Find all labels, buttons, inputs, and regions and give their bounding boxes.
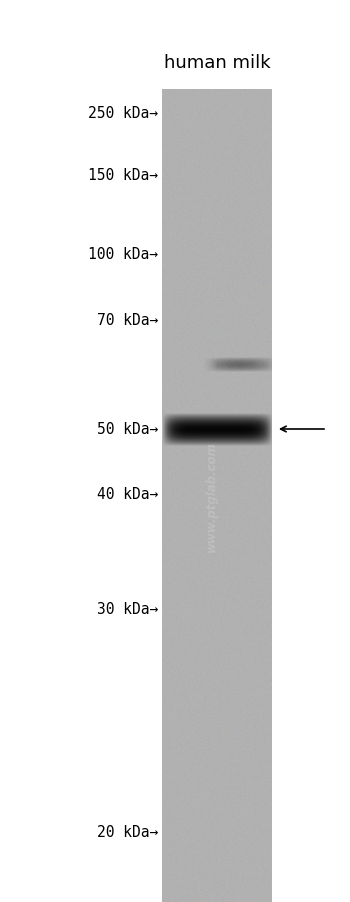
Text: 70 kDa→: 70 kDa→ bbox=[97, 313, 158, 328]
Text: www.ptglab.com: www.ptglab.com bbox=[205, 440, 218, 551]
Text: 40 kDa→: 40 kDa→ bbox=[97, 487, 158, 502]
Text: human milk: human milk bbox=[164, 54, 270, 72]
Text: 150 kDa→: 150 kDa→ bbox=[88, 169, 158, 183]
Text: 100 kDa→: 100 kDa→ bbox=[88, 247, 158, 262]
Text: 20 kDa→: 20 kDa→ bbox=[97, 824, 158, 840]
Text: 250 kDa→: 250 kDa→ bbox=[88, 106, 158, 120]
Text: 50 kDa→: 50 kDa→ bbox=[97, 422, 158, 437]
Text: 30 kDa→: 30 kDa→ bbox=[97, 602, 158, 617]
